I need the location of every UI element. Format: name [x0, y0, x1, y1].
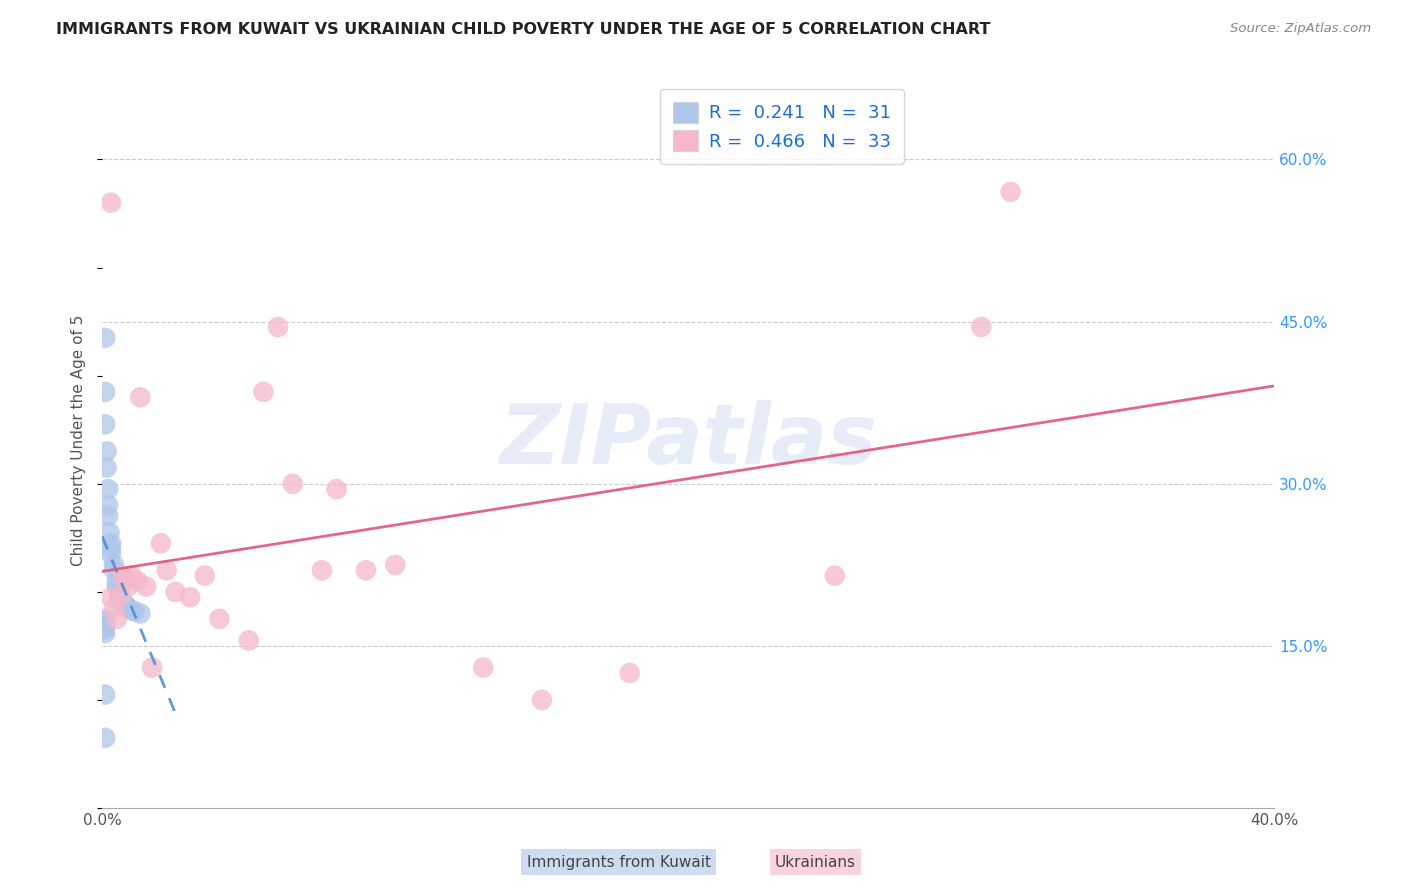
- Point: [267, 320, 290, 334]
- Point: [100, 591, 122, 605]
- Point: [114, 574, 136, 588]
- Point: [108, 591, 131, 605]
- Point: [105, 579, 128, 593]
- Point: [105, 574, 128, 588]
- Point: [179, 591, 201, 605]
- Point: [117, 601, 139, 615]
- Point: [97, 499, 120, 513]
- Point: [96, 460, 118, 475]
- Y-axis label: Child Poverty Under the Age of 5: Child Poverty Under the Age of 5: [72, 315, 86, 566]
- Point: [100, 536, 122, 550]
- Point: [127, 574, 149, 588]
- Text: IMMIGRANTS FROM KUWAIT VS UKRAINIAN CHILD POVERTY UNDER THE AGE OF 5 CORRELATION: IMMIGRANTS FROM KUWAIT VS UKRAINIAN CHIL…: [56, 22, 991, 37]
- Point: [108, 591, 131, 605]
- Point: [114, 598, 136, 612]
- Point: [103, 601, 125, 615]
- Point: [111, 568, 134, 582]
- Text: Immigrants from Kuwait: Immigrants from Kuwait: [527, 855, 710, 870]
- Point: [100, 195, 122, 210]
- Point: [121, 603, 143, 617]
- Point: [311, 563, 333, 577]
- Point: [281, 476, 304, 491]
- Point: [1000, 185, 1022, 199]
- Text: Ukrainians: Ukrainians: [775, 855, 856, 870]
- Point: [141, 660, 163, 674]
- Point: [135, 579, 157, 593]
- Point: [98, 525, 121, 540]
- Text: ZIPatlas: ZIPatlas: [499, 400, 877, 481]
- Point: [94, 626, 117, 640]
- Point: [103, 563, 125, 577]
- Point: [472, 660, 495, 674]
- Point: [384, 558, 406, 572]
- Point: [100, 547, 122, 561]
- Point: [156, 563, 179, 577]
- Point: [94, 619, 117, 633]
- Point: [94, 331, 117, 345]
- Point: [94, 612, 117, 626]
- Point: [149, 536, 172, 550]
- Point: [238, 633, 260, 648]
- Point: [94, 417, 117, 432]
- Point: [94, 731, 117, 745]
- Point: [97, 482, 120, 496]
- Point: [194, 568, 217, 582]
- Legend: R =  0.241   N =  31, R =  0.466   N =  33: R = 0.241 N = 31, R = 0.466 N = 33: [661, 89, 904, 163]
- Point: [93, 623, 115, 637]
- Point: [94, 688, 117, 702]
- Point: [121, 568, 143, 582]
- Point: [111, 596, 134, 610]
- Point: [252, 384, 274, 399]
- Point: [129, 607, 152, 621]
- Point: [94, 384, 117, 399]
- Point: [530, 693, 553, 707]
- Point: [970, 320, 993, 334]
- Point: [108, 585, 131, 599]
- Point: [129, 390, 152, 404]
- Point: [619, 665, 641, 680]
- Point: [100, 541, 122, 556]
- Point: [824, 568, 846, 582]
- Point: [96, 444, 118, 458]
- Point: [117, 579, 139, 593]
- Point: [124, 604, 146, 618]
- Point: [94, 615, 117, 629]
- Point: [354, 563, 377, 577]
- Point: [97, 509, 120, 524]
- Point: [208, 612, 231, 626]
- Point: [165, 585, 187, 599]
- Point: [103, 558, 125, 572]
- Text: Source: ZipAtlas.com: Source: ZipAtlas.com: [1230, 22, 1371, 36]
- Point: [105, 612, 128, 626]
- Point: [325, 482, 347, 496]
